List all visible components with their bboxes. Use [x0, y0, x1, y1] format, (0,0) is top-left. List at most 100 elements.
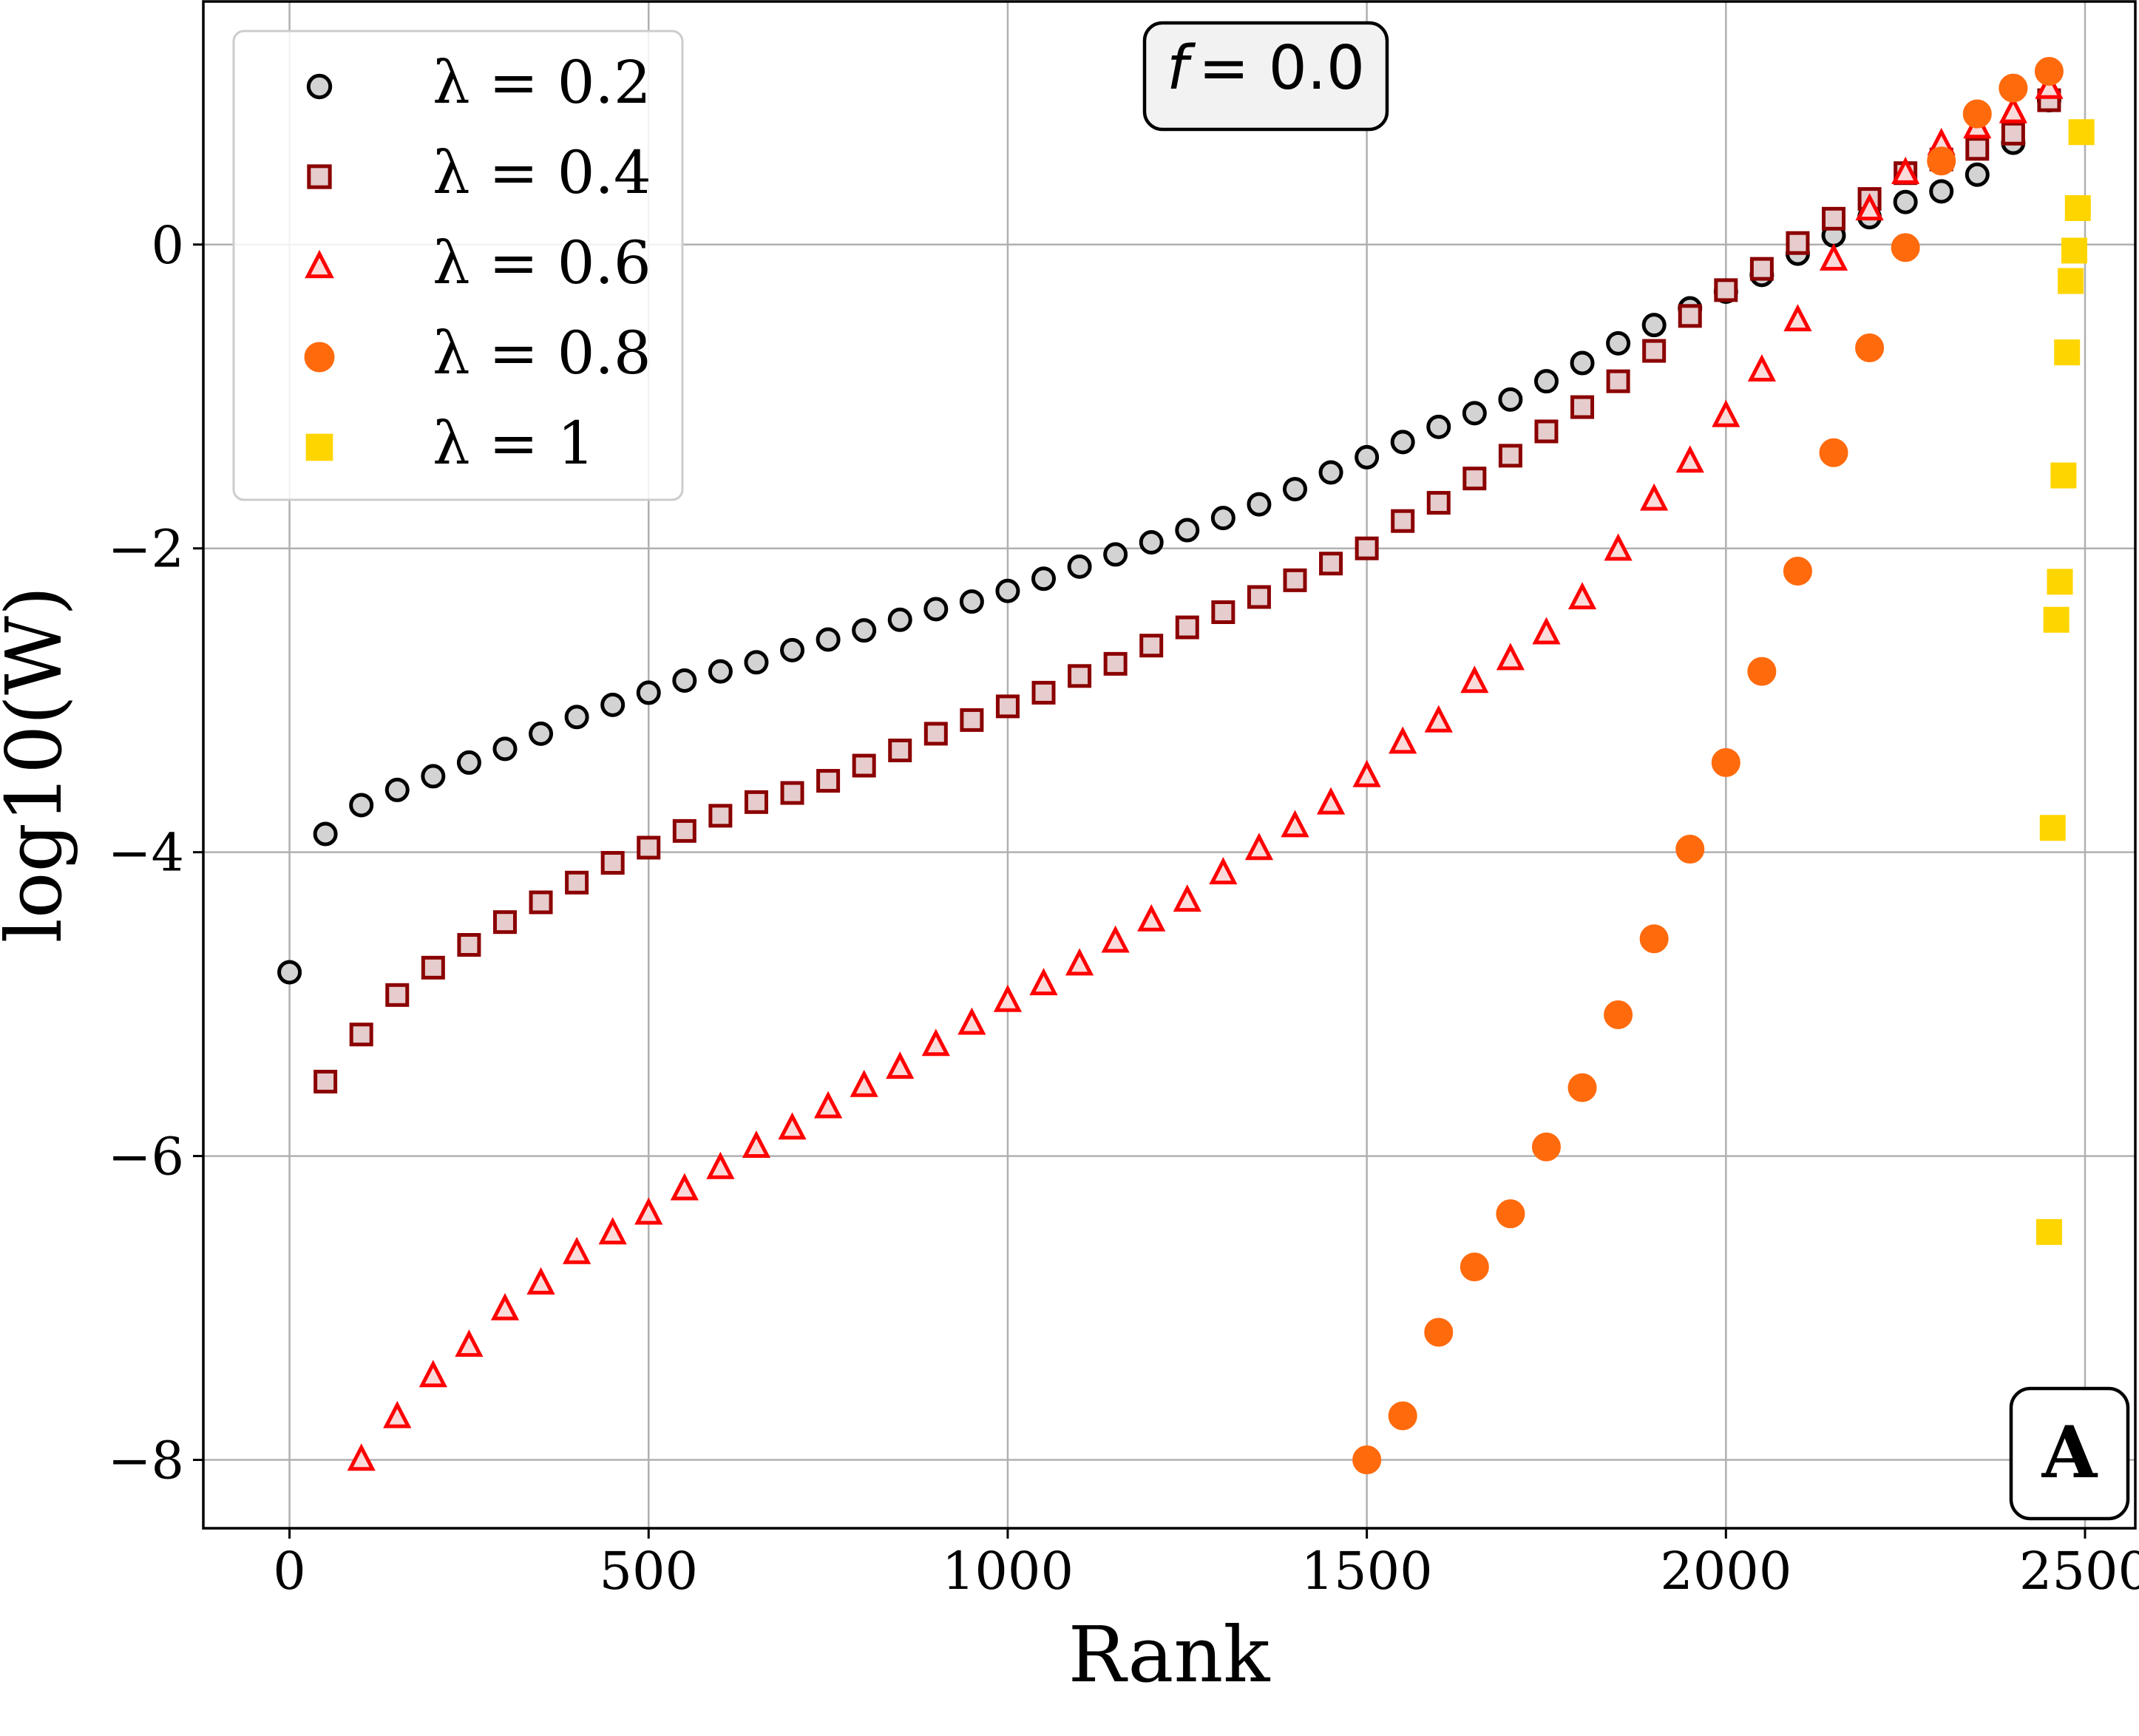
data-point	[708, 804, 733, 828]
data-point	[921, 1028, 950, 1057]
data-point	[923, 597, 949, 622]
data-point	[1460, 1252, 1489, 1282]
data-point	[1747, 354, 1776, 382]
data-point	[385, 983, 410, 1007]
x-tick-label: 1500	[1301, 1541, 1433, 1601]
data-point	[1639, 924, 1669, 954]
data-point	[313, 821, 338, 847]
data-point	[1531, 1132, 1561, 1162]
data-point	[529, 890, 553, 915]
data-point	[708, 659, 733, 684]
data-point	[672, 818, 696, 843]
data-point	[384, 777, 410, 802]
data-point	[957, 1007, 986, 1035]
x-tick-label: 2000	[1660, 1541, 1791, 1601]
data-point	[1498, 387, 1523, 412]
data-point	[1819, 243, 1848, 271]
axis-ticks: 0 500 1000 1500 2000 2500 0 −2 −4 −6 −8	[108, 215, 2139, 1601]
data-point	[2054, 339, 2081, 366]
legend-marker	[307, 164, 332, 189]
y-tick-label: −4	[108, 823, 184, 884]
data-point	[455, 1329, 484, 1357]
data-point	[383, 1400, 412, 1428]
data-point	[600, 851, 625, 875]
data-point	[744, 790, 768, 814]
data-point	[1606, 330, 1631, 356]
data-point	[1211, 600, 1235, 624]
data-point	[1282, 477, 1307, 502]
series-2	[313, 88, 2061, 1094]
f-annotation-value: = 0.0	[1199, 33, 1365, 104]
data-point	[1355, 536, 1379, 560]
data-point	[564, 705, 589, 730]
data-point	[1567, 582, 1597, 610]
data-point	[742, 1130, 771, 1158]
legend-marker	[305, 433, 333, 461]
data-point	[1388, 1401, 1417, 1431]
data-point	[600, 692, 626, 717]
data-point	[1460, 665, 1489, 694]
data-point	[672, 668, 697, 693]
data-point	[1534, 419, 1559, 444]
data-point	[2050, 462, 2077, 489]
panel-label-box: A	[2009, 1386, 2130, 1521]
data-point	[1570, 350, 1595, 376]
data-point	[780, 781, 804, 805]
data-point	[1496, 1199, 1525, 1229]
data-point	[670, 1173, 699, 1201]
data-point	[1462, 401, 1487, 426]
data-point	[1604, 1000, 1633, 1030]
data-point	[780, 637, 805, 662]
data-point	[960, 708, 984, 732]
data-point	[1173, 884, 1201, 912]
data-point	[886, 1051, 915, 1079]
data-point	[1031, 680, 1056, 705]
data-point	[1175, 615, 1199, 640]
data-point	[1103, 542, 1128, 567]
data-point	[1065, 948, 1094, 976]
data-point	[1175, 518, 1200, 543]
data-point	[1855, 333, 1885, 362]
data-point	[1283, 568, 1307, 592]
data-point	[2001, 121, 2025, 146]
data-point	[850, 1069, 878, 1097]
data-point	[637, 835, 661, 860]
data-point	[1783, 304, 1812, 332]
data-point	[1714, 278, 1738, 302]
data-point	[565, 870, 589, 895]
data-point	[995, 694, 1020, 719]
data-point	[563, 1236, 591, 1264]
panel-label-frame	[2009, 1386, 2130, 1521]
x-tick-label: 1000	[942, 1541, 1074, 1601]
data-point	[2064, 194, 2091, 221]
data-point	[706, 1151, 735, 1179]
data-point	[418, 1360, 447, 1388]
y-axis-label: log10(W)	[0, 586, 79, 943]
data-point	[1640, 483, 1669, 511]
data-point	[1352, 1445, 1382, 1475]
data-point	[816, 627, 841, 652]
data-point	[1533, 369, 1559, 394]
legend-marker	[305, 249, 334, 279]
data-point	[1390, 430, 1415, 455]
panel-label: A	[2041, 1411, 2098, 1494]
data-point	[1319, 552, 1343, 576]
data-point	[1570, 395, 1595, 419]
data-point	[1783, 557, 1812, 586]
data-point	[1747, 657, 1777, 686]
data-point	[636, 680, 661, 705]
legend-label: λ = 0.6	[433, 228, 651, 297]
data-point	[1103, 651, 1128, 676]
data-point	[1532, 617, 1561, 645]
x-tick-label: 2500	[2019, 1541, 2139, 1601]
data-point	[1642, 339, 1667, 363]
data-point	[852, 618, 877, 643]
legend-marker	[306, 73, 333, 100]
data-point	[1893, 189, 1918, 214]
data-point	[349, 793, 374, 818]
legend-label: λ = 0.8	[433, 319, 651, 387]
series-4	[1352, 57, 2064, 1475]
data-point	[1965, 137, 1990, 161]
data-point	[1426, 491, 1451, 515]
